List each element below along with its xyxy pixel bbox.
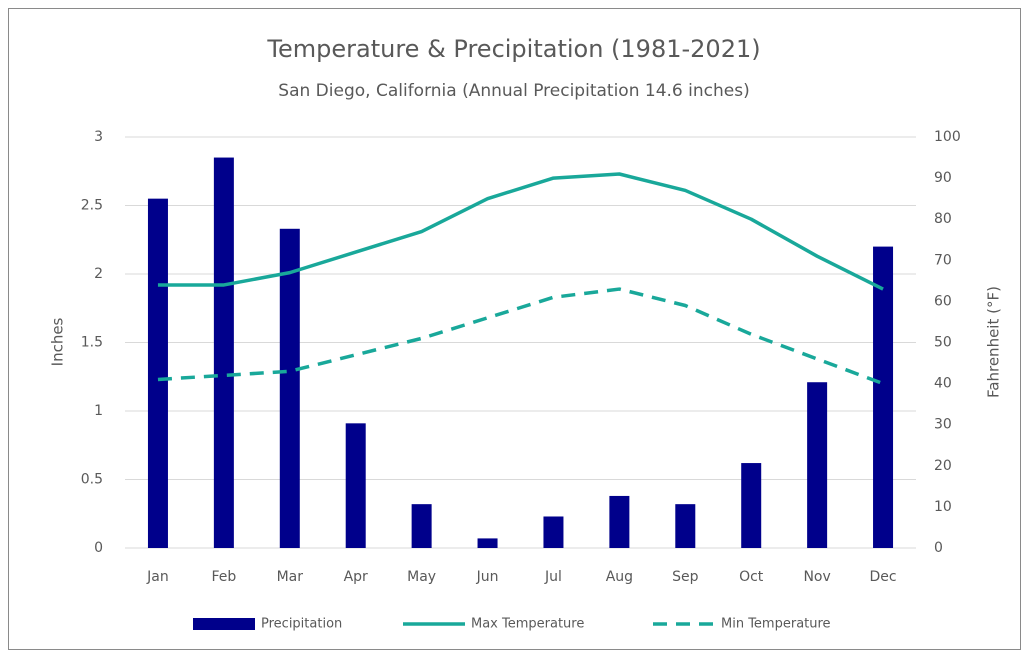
y2-tick-label: 80 (934, 211, 952, 227)
bar (807, 382, 828, 548)
bar (675, 504, 696, 548)
bar (279, 228, 300, 549)
y2-axis-label: Fahrenheit (°F) (985, 286, 1003, 398)
chart-subtitle: San Diego, California (Annual Precipitat… (278, 81, 749, 101)
bar (147, 198, 168, 548)
y2-tick-label: 20 (934, 458, 952, 474)
chart-title: Temperature & Precipitation (1981-2021) (266, 35, 760, 63)
y2-tick-label: 100 (934, 129, 961, 145)
y-tick-label: 0.5 (81, 472, 103, 488)
bar (213, 157, 234, 549)
y-tick-label: 2 (94, 266, 103, 282)
x-tick-label: Jun (476, 569, 499, 585)
y-tick-label: 1 (94, 403, 103, 419)
legend-label: Max Temperature (471, 617, 584, 632)
y2-tick-label: 10 (934, 499, 952, 515)
x-tick-label: Feb (211, 569, 236, 585)
legend-label: Min Temperature (721, 617, 831, 632)
y2-tick-label: 30 (934, 417, 952, 433)
x-tick-label: Aug (606, 569, 633, 585)
bar (873, 246, 894, 548)
x-tick-label: Oct (739, 569, 764, 585)
legend-label: Precipitation (261, 617, 342, 632)
y2-tick-label: 50 (934, 335, 952, 351)
x-tick-label: Jan (146, 569, 169, 585)
line (157, 172, 884, 291)
x-tick-label: May (407, 569, 436, 585)
y2-tick-label: 40 (934, 376, 952, 392)
bar (345, 423, 366, 548)
bar (543, 516, 564, 548)
bar (741, 463, 762, 548)
x-tick-label: Mar (277, 569, 304, 585)
y-tick-label: 3 (94, 129, 103, 145)
y-tick-label: 0 (94, 540, 103, 556)
line (157, 287, 884, 386)
y2-tick-label: 90 (934, 170, 952, 186)
y2-tick-label: 60 (934, 293, 952, 309)
bar (609, 495, 630, 548)
x-tick-label: Nov (803, 569, 830, 585)
x-tick-label: Apr (344, 569, 368, 585)
y2-tick-label: 0 (934, 540, 943, 556)
chart-border (8, 8, 1021, 650)
x-tick-label: Dec (869, 569, 896, 585)
x-tick-label: Sep (672, 569, 699, 585)
legend-swatch (193, 618, 255, 630)
x-tick-label: Jul (544, 569, 562, 585)
y-axis-label: Inches (49, 317, 67, 366)
bar (411, 504, 432, 548)
bar (477, 538, 498, 548)
y2-tick-label: 70 (934, 252, 952, 268)
y-tick-label: 1.5 (81, 335, 103, 351)
y-tick-label: 2.5 (81, 198, 103, 214)
